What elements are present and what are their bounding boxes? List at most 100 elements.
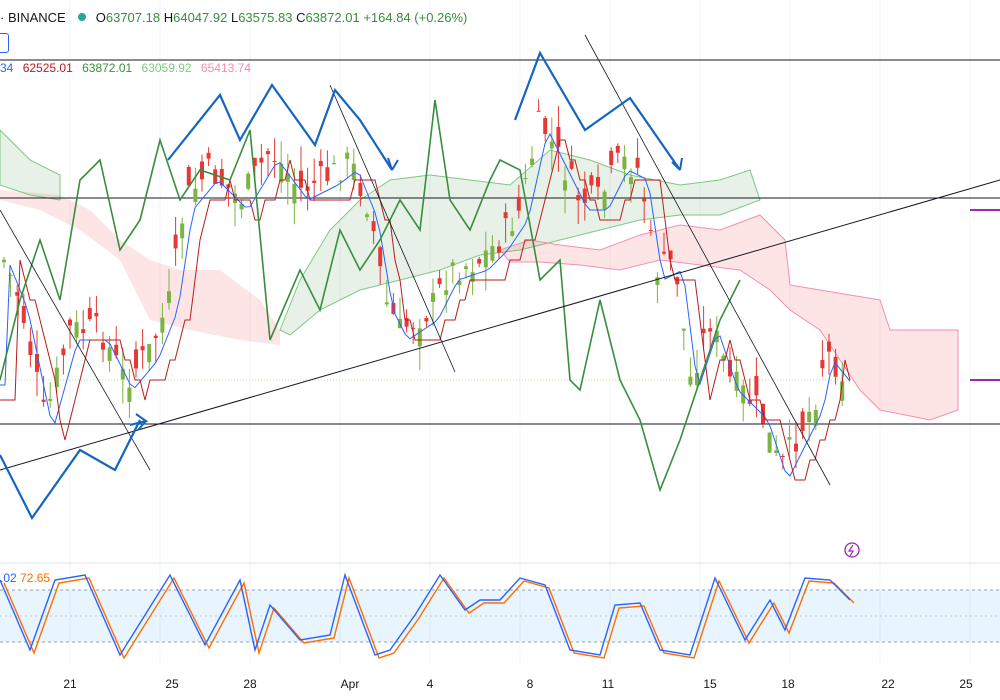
- candle-body: [497, 246, 501, 253]
- span-b-value: 65413.74: [200, 61, 251, 75]
- candle-body: [648, 230, 653, 232]
- candle-body: [437, 278, 442, 285]
- candle-body: [68, 319, 72, 326]
- candle-body: [61, 348, 66, 356]
- candle-body: [272, 160, 277, 162]
- candle-body: [681, 328, 686, 331]
- candle-body: [721, 355, 726, 361]
- tenkan-sen-line: [0, 132, 851, 477]
- ichimoku-cloud-bearish: [0, 190, 280, 345]
- candle-body: [2, 259, 6, 263]
- candle-body: [417, 328, 422, 347]
- candle-body: [411, 327, 416, 329]
- candle-body: [470, 272, 475, 282]
- candle-body: [358, 183, 363, 196]
- x-tick-label: 11: [602, 677, 615, 691]
- candle-body: [523, 177, 528, 179]
- candle-body: [312, 180, 317, 183]
- candle-body: [153, 335, 158, 339]
- open-value: 63707.18: [105, 10, 161, 25]
- x-tick-label: 21: [63, 677, 77, 691]
- candle-body: [28, 341, 33, 356]
- candle-body: [543, 117, 548, 134]
- candle-body: [516, 196, 521, 211]
- descending-trendline: [329, 84, 456, 373]
- stoch-d-line: [3, 575, 855, 660]
- kijun-sen-line: [0, 139, 851, 481]
- ohlc-header: · BINANCE O63707.18 H64047.92 L63575.83 C…: [0, 10, 468, 25]
- candle-body: [655, 277, 660, 285]
- lightning-event-icon: [844, 542, 860, 558]
- candle-body: [807, 411, 812, 423]
- candle-body: [279, 163, 284, 183]
- candle-body: [642, 198, 647, 202]
- stoch-legend: .02 72.65: [0, 571, 50, 585]
- candle-body: [147, 343, 152, 363]
- candle-body: [338, 180, 343, 182]
- candle-body: [800, 411, 805, 431]
- arrow-icon: [129, 413, 149, 431]
- x-tick-label: 28: [243, 677, 257, 691]
- kijun-value: 62525.01: [22, 61, 73, 75]
- candle-body: [596, 176, 600, 187]
- x-tick-label: 18: [781, 677, 795, 691]
- stoch-k-line: [0, 572, 851, 657]
- candle-body: [714, 330, 719, 343]
- candle-body: [688, 376, 693, 385]
- ascending-trendline: [0, 179, 1000, 471]
- x-tick-label: 8: [527, 677, 534, 691]
- candle-body: [464, 266, 468, 270]
- candle-body: [820, 360, 825, 369]
- candle-body: [701, 328, 706, 334]
- x-tick-label: 25: [165, 677, 179, 691]
- candle-body: [94, 312, 99, 317]
- candle-body: [325, 167, 330, 182]
- candle-body: [490, 246, 495, 261]
- candle-body: [384, 302, 389, 305]
- candle-body: [41, 399, 46, 402]
- candle-body: [266, 151, 270, 155]
- candle-body: [285, 173, 290, 182]
- candle-body: [457, 280, 462, 286]
- zigzag-drawing: [0, 419, 141, 521]
- change-value: +164.84 (+0.26%): [363, 10, 468, 25]
- candle-body: [530, 158, 534, 166]
- zigzag-drawing: [167, 82, 393, 171]
- candle-body: [510, 231, 515, 236]
- chikou-span-line: [0, 99, 741, 493]
- candle-body: [180, 223, 185, 239]
- arrow-icon: [387, 157, 399, 171]
- candle-body: [107, 347, 112, 361]
- stoch-d-value: 72.65: [20, 571, 51, 585]
- candle-body: [767, 432, 772, 453]
- descending-trendline: [0, 209, 151, 471]
- candle-body: [787, 437, 792, 440]
- candle-body: [675, 277, 680, 285]
- candle-body: [299, 170, 303, 188]
- candle-body: [160, 317, 165, 333]
- candle-body: [833, 356, 838, 377]
- candle-body: [173, 234, 178, 249]
- candle-body: [332, 163, 336, 165]
- close-value: 63872.01: [305, 10, 360, 25]
- candle-body: [794, 443, 798, 452]
- legend-collapse-button[interactable]: [0, 33, 9, 53]
- candle-body: [609, 150, 614, 166]
- candle-body: [35, 353, 39, 372]
- x-tick-label: 4: [427, 677, 434, 691]
- candle-body: [54, 367, 59, 388]
- candle-body: [563, 180, 567, 191]
- market-status-dot-icon: [77, 13, 86, 21]
- candle-body: [345, 152, 350, 159]
- exchange-label: · BINANCE: [0, 10, 66, 25]
- ichimoku-cloud-bullish: [279, 149, 761, 336]
- lightning-icon: [847, 544, 855, 557]
- candle-body: [167, 291, 171, 303]
- candle-body: [252, 158, 257, 166]
- candle-body: [213, 169, 218, 184]
- candle-body: [318, 160, 323, 167]
- candle-body: [8, 274, 13, 276]
- candle-body: [365, 214, 369, 218]
- candle-body: [101, 342, 105, 350]
